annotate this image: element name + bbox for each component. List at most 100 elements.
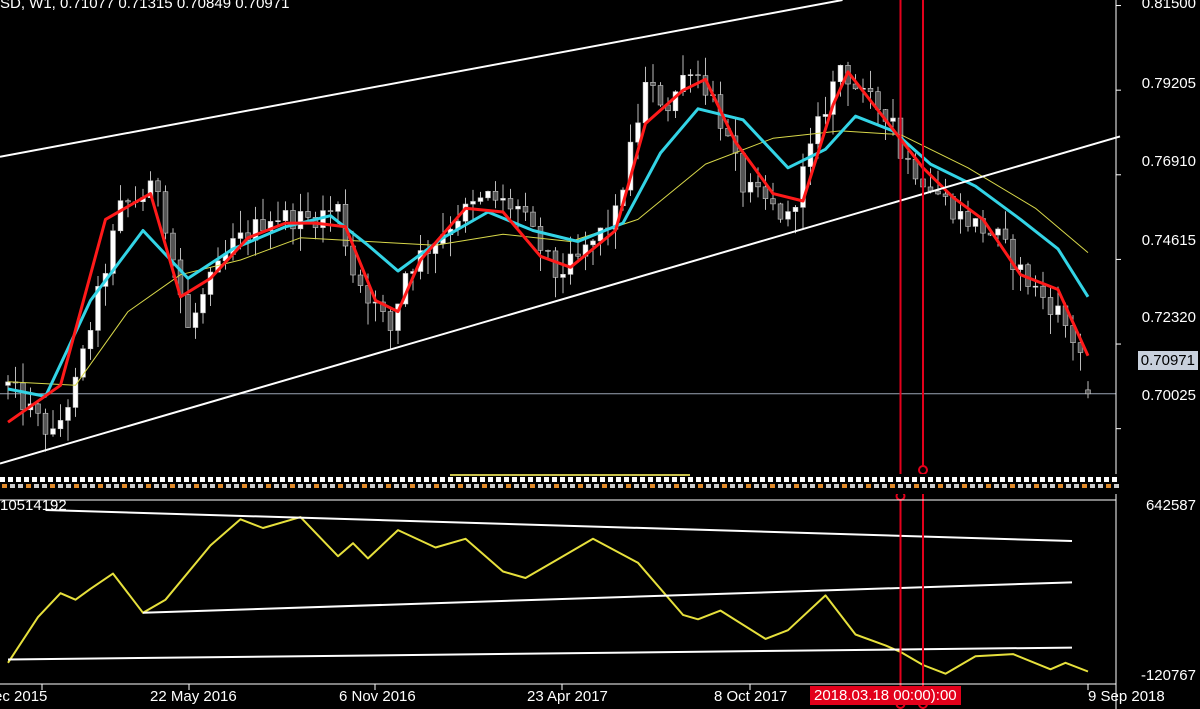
separator-cell [928,477,933,482]
separator-cell [936,477,941,482]
candle [312,211,319,240]
separator-cell [912,477,917,482]
separator-cell [808,477,813,482]
time-tick-label: 22 May 2016 [150,688,237,705]
separator-cell [274,484,279,488]
separator-cell [664,477,669,482]
separator-cell [608,477,613,482]
candle [650,64,656,103]
separator-cell [280,477,285,482]
separator-cell [312,477,317,482]
separator-cell [24,477,29,482]
candle-body [282,210,289,221]
candle-body [1010,238,1016,270]
separator-cell [1088,477,1093,482]
separator-cell [1056,477,1061,482]
separator-cell [1050,484,1055,488]
separator-cell [522,484,527,488]
separator-cell [176,477,181,482]
separator-cell [872,477,877,482]
separator-cell [810,484,815,488]
separator-cell [842,484,847,488]
separator-cell [850,484,855,488]
separator-cell [160,477,165,482]
candle [260,198,266,233]
separator-cell [354,484,359,488]
separator-cell [170,484,175,488]
candle-body [755,181,761,188]
separator-cell [120,477,125,482]
separator-cell [42,484,47,488]
candle [770,182,776,211]
separator-cell [642,484,647,488]
separator-cell [344,477,349,482]
candle [537,217,544,272]
candle-body [935,190,941,195]
separator-cell [890,484,895,488]
candle [792,205,799,234]
pane-separator[interactable] [0,474,1120,494]
separator-cell [658,484,663,488]
separator-cell [754,484,759,488]
candle [470,189,476,220]
separator-cell [26,484,31,488]
candle-body [290,210,296,230]
candle [747,173,754,203]
candle [1002,211,1009,244]
separator-cell [794,484,799,488]
candle [500,184,506,213]
candle-body [552,250,559,278]
separator-cell [1098,484,1103,488]
separator-cell [674,484,679,488]
candle [387,308,394,351]
separator-cell [1096,477,1101,482]
separator-cell [1040,477,1045,482]
separator-cell [626,484,631,488]
separator-cell [1066,484,1071,488]
separator-cell [154,484,159,488]
candle-body [1047,297,1054,315]
separator-cell [840,477,845,482]
separator-cell [48,477,53,482]
separator-cell [376,477,381,482]
separator-cell [682,484,687,488]
time-tick-label: ec 2015 [0,688,48,705]
separator-cell [544,477,549,482]
separator-cell [32,477,37,482]
candle-body [20,382,26,411]
separator-cell [50,484,55,488]
separator-cell [1090,484,1095,488]
separator-cell [538,484,543,488]
separator-cell [712,477,717,482]
separator-cell [546,484,551,488]
separator-cell [586,484,591,488]
candle [800,153,806,229]
candle-body [125,200,131,203]
candle-body [192,312,199,328]
candle [155,177,161,207]
candle-body [657,85,664,106]
separator-cell [536,477,541,482]
separator-cell [600,477,605,482]
ohlc-low: 0.70849 [176,0,232,12]
separator-cell [640,477,645,482]
separator-cell [498,484,503,488]
separator-cell [856,477,861,482]
candle [200,287,206,324]
separator-cell [818,484,823,488]
separator-cell [74,484,79,488]
candle [35,399,41,427]
oscillator-header: 10514192 [0,497,67,514]
separator-cell [226,484,231,488]
candle-body [155,180,161,193]
candle [237,210,244,250]
candle-body [672,91,679,112]
separator-cell [624,477,629,482]
ma_fast-line [7,70,1090,424]
separator-cell [362,484,367,488]
separator-cell [704,477,709,482]
separator-cell [1032,477,1037,482]
candle [972,218,979,233]
separator-cell [386,484,391,488]
